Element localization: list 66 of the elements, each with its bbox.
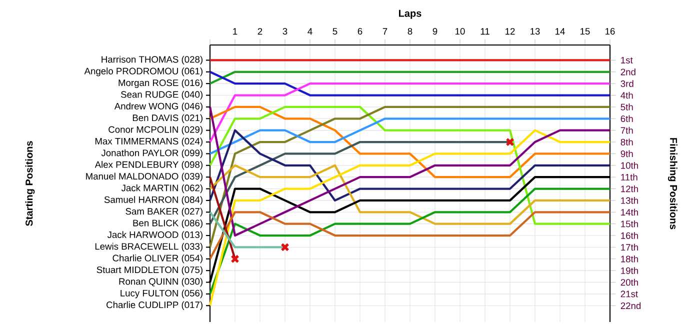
text: Sean RUDGE (040) (121, 90, 202, 100)
y-tick-label: 3rd (620, 80, 634, 87)
x-tick-label: 6 (358, 28, 362, 35)
text: Harrison THOMAS (028) (102, 56, 202, 65)
x-tick-label: 8 (408, 28, 412, 35)
point (506, 138, 514, 146)
text: Starting Positions (25, 141, 35, 226)
text: Samuel HARRON (084) (104, 196, 202, 205)
text: Ben BLICK (086) (133, 219, 202, 228)
y-axis-title: Finishing Positions (668, 138, 678, 230)
point (280, 242, 290, 252)
y-tick-label: 8th (620, 138, 633, 146)
text: Sam BAKER (027) (126, 208, 202, 216)
x-tick-label: 5 (332, 28, 338, 35)
x-tick-label: 13 (530, 28, 540, 35)
y-tick-label: 9th (620, 150, 633, 158)
x-tick-label: 2 (258, 28, 262, 35)
y-tick-label: 4th (620, 92, 633, 99)
y-tick-label: 1st (621, 56, 633, 64)
x-tick-label: 9 (432, 28, 438, 35)
text: Ben DAVIS (021) (132, 114, 202, 123)
y-tick-label: 11th (621, 174, 638, 180)
y-tick-label: 14th (621, 208, 638, 216)
y-tick-label: 10th (621, 162, 638, 169)
text: Charlie CUDLIPP (017) (106, 301, 202, 310)
x-tick-label: 10 (456, 28, 465, 35)
text: Max TIMMERMANS (024) (95, 138, 202, 146)
x-tick-label: 16 (606, 28, 615, 35)
y-tick-label: 13th (621, 197, 638, 204)
point (230, 254, 240, 264)
text: Stuart MIDDLETON (075) (96, 266, 202, 275)
x-tick-label: 15 (580, 28, 590, 35)
y-tick-label: 21st (620, 290, 638, 298)
text: Angelo PRODROMOU (061) (84, 68, 202, 76)
y-tick-label: 18th (621, 255, 638, 262)
y-tick-label: 15th (621, 220, 638, 228)
text: Jack MARTIN (062) (121, 184, 202, 194)
y-tick-label: 5th (620, 104, 633, 110)
x-tick-label: 4 (308, 28, 312, 35)
x-tick-label: 14 (556, 28, 565, 35)
text: Lucy FULTON (056) (120, 290, 202, 298)
x-axis-title: Laps (399, 10, 422, 19)
x-tick-label: 11 (480, 28, 490, 35)
text: Jonathon PAYLOR (099) (101, 149, 202, 158)
x-tick-label: 12 (506, 28, 515, 35)
y-tick-label: 7th (620, 126, 633, 134)
text: Andrew WONG (046) (114, 102, 202, 112)
text: Morgan ROSE (016) (118, 79, 202, 88)
text: Lewis BRACEWELL (033) (95, 242, 202, 252)
y-tick-label: 6th (620, 115, 633, 122)
y-tick-label: 22nd (620, 302, 641, 310)
x-tick-label: 3 (282, 28, 288, 35)
text: Jack HARWOOD (013) (107, 231, 202, 240)
y-tick-label: 2nd (620, 68, 636, 76)
x-tick-label: 7 (382, 28, 388, 35)
y-tick-label: 17th (621, 244, 638, 251)
text: Conor MCPOLIN (029) (108, 126, 202, 135)
text: Ronan QUINN (030) (119, 278, 202, 287)
text: Alex PENDLEBURY (098) (94, 161, 202, 170)
y-tick-label: 19th (621, 267, 638, 274)
y-tick-label: 20th (620, 278, 638, 286)
y-tick-label: 16th (621, 232, 638, 239)
text: Charlie OLIVER (054) (112, 254, 202, 264)
x-tick-label: 1 (233, 28, 238, 35)
text: Manuel MALDONADO (039) (86, 172, 202, 182)
y-tick-label: 12th (621, 185, 638, 192)
